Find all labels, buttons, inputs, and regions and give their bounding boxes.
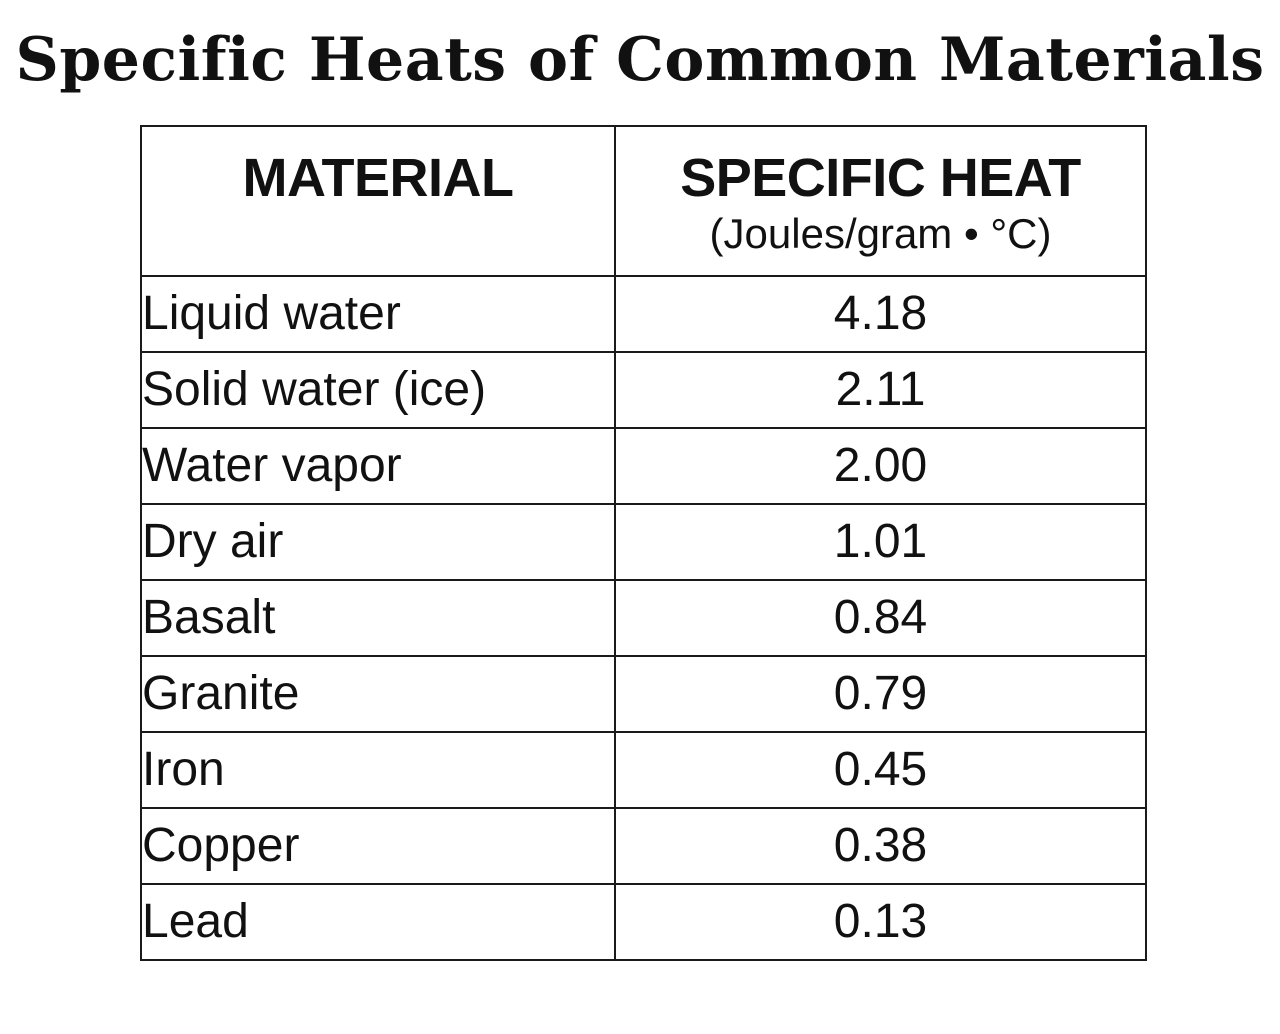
- material-cell: Solid water (ice): [140, 351, 616, 429]
- table-header-row: MATERIAL SPECIFIC HEAT (Joules/gram • °C…: [140, 125, 1147, 277]
- material-cell: Dry air: [140, 503, 616, 581]
- specific-heat-cell: 2.00: [614, 427, 1147, 505]
- specific-heat-header-label: SPECIFIC HEAT: [680, 148, 1081, 208]
- material-cell: Lead: [140, 883, 616, 961]
- material-cell: Liquid water: [140, 275, 616, 353]
- specific-heat-unit-label: (Joules/gram • °C): [709, 210, 1052, 257]
- specific-heat-table: MATERIAL SPECIFIC HEAT (Joules/gram • °C…: [140, 125, 1147, 961]
- table-row: Dry air 1.01: [140, 503, 1147, 581]
- page-title: Specific Heats of Common Materials: [15, 25, 1265, 95]
- table-row: Copper 0.38: [140, 807, 1147, 885]
- material-cell: Iron: [140, 731, 616, 809]
- material-cell: Water vapor: [140, 427, 616, 505]
- specific-heat-cell: 0.45: [614, 731, 1147, 809]
- specific-heat-cell: 0.79: [614, 655, 1147, 733]
- table-row: Granite 0.79: [140, 655, 1147, 733]
- specific-heat-cell: 1.01: [614, 503, 1147, 581]
- specific-heat-column-header: SPECIFIC HEAT (Joules/gram • °C): [614, 125, 1147, 277]
- table-row: Solid water (ice) 2.11: [140, 351, 1147, 429]
- material-column-header: MATERIAL: [140, 125, 616, 277]
- specific-heat-cell: 2.11: [614, 351, 1147, 429]
- specific-heat-cell: 0.84: [614, 579, 1147, 657]
- table-row: Basalt 0.84: [140, 579, 1147, 657]
- specific-heat-cell: 0.13: [614, 883, 1147, 961]
- material-cell: Copper: [140, 807, 616, 885]
- table-row: Lead 0.13: [140, 883, 1147, 961]
- specific-heat-cell: 4.18: [614, 275, 1147, 353]
- table-row: Water vapor 2.00: [140, 427, 1147, 505]
- material-cell: Granite: [140, 655, 616, 733]
- material-header-label: MATERIAL: [242, 148, 514, 208]
- table-row: Iron 0.45: [140, 731, 1147, 809]
- specific-heat-cell: 0.38: [614, 807, 1147, 885]
- material-cell: Basalt: [140, 579, 616, 657]
- table-row: Liquid water 4.18: [140, 275, 1147, 353]
